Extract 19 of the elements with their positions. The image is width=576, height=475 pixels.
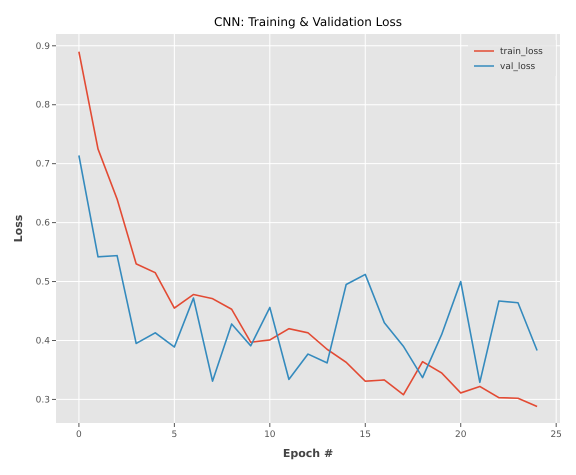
line-series [78,154,538,384]
x-tick-label: 25 [550,430,562,440]
x-tick-label: 5 [171,430,178,440]
y-tick-label: 0.3 [36,395,50,406]
x-tick-label: 20 [455,430,467,440]
chart-title: CNN: Training & Validation Loss [214,15,402,29]
y-tick-label: 0.9 [36,42,50,52]
legend-label: val_loss [500,62,536,72]
y-tick-label: 0.5 [36,278,50,288]
y-tick-label: 0.7 [36,160,50,170]
x-tick-label: 0 [76,430,82,440]
x-axis-title: Epoch # [282,447,334,460]
x-tick-label: 15 [360,430,371,440]
y-tick-label: 0.6 [36,218,50,229]
y-tick-label: 0.8 [36,100,50,111]
legend-label: train_loss [500,47,544,57]
y-axis-title: Loss [12,214,25,242]
y-tick-label: 0.4 [36,336,50,346]
x-tick-label: 10 [264,430,276,440]
